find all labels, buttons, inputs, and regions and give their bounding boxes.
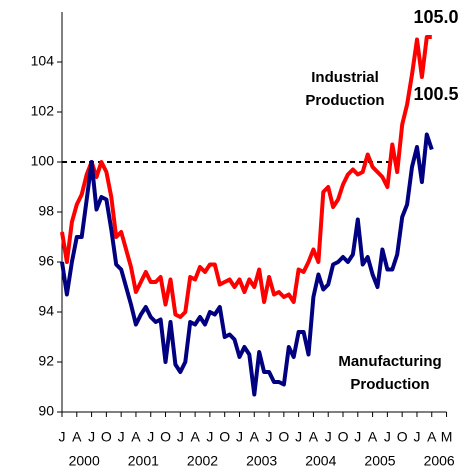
y-tick-label: 94 xyxy=(38,303,54,319)
x-tick-label: J xyxy=(118,429,125,445)
x-tick-label: A xyxy=(131,429,141,445)
x-tick-label: O xyxy=(101,429,112,445)
series-annotation: Production xyxy=(350,376,429,393)
x-tick-label: J xyxy=(354,429,361,445)
series-line xyxy=(60,35,432,319)
series-annotation: Production xyxy=(305,92,384,109)
year-label: 2004 xyxy=(305,453,336,469)
year-label: 2001 xyxy=(128,453,159,469)
series-annotation: Manufacturing xyxy=(338,353,441,370)
year-label: 2003 xyxy=(246,453,277,469)
series-annotation: Industrial xyxy=(311,69,379,86)
x-tick-label: O xyxy=(397,429,408,445)
x-tick-label: J xyxy=(413,429,420,445)
x-tick-label: J xyxy=(236,429,243,445)
x-tick-label: M xyxy=(441,429,453,445)
y-tick-label: 100 xyxy=(31,153,55,169)
y-tick-label: 90 xyxy=(38,403,54,419)
x-tick-label: J xyxy=(325,429,332,445)
value-annotation: 100.5 xyxy=(413,84,458,104)
y-tick-label: 98 xyxy=(38,203,54,219)
x-tick-label: A xyxy=(368,429,378,445)
x-tick-label: O xyxy=(219,429,230,445)
x-tick-label: J xyxy=(88,429,95,445)
year-label: 2002 xyxy=(187,453,218,469)
y-tick-label: 104 xyxy=(31,53,55,69)
x-tick-label: O xyxy=(338,429,349,445)
year-label: 2006 xyxy=(424,453,455,469)
value-annotation: 105.0 xyxy=(413,7,458,27)
x-tick-label: A xyxy=(250,429,260,445)
year-label: 2000 xyxy=(69,453,100,469)
x-tick-label: J xyxy=(59,429,66,445)
x-tick-label: A xyxy=(309,429,319,445)
year-label: 2005 xyxy=(364,453,395,469)
y-tick-label: 102 xyxy=(31,103,55,119)
x-tick-label: A xyxy=(427,429,437,445)
x-tick-label: J xyxy=(266,429,273,445)
x-tick-label: J xyxy=(295,429,302,445)
series-line xyxy=(60,132,434,397)
x-tick-label: A xyxy=(72,429,82,445)
x-tick-label: O xyxy=(160,429,171,445)
y-tick-label: 96 xyxy=(38,253,54,269)
y-tick-label: 92 xyxy=(38,353,54,369)
x-tick-label: A xyxy=(190,429,200,445)
x-tick-label: J xyxy=(147,429,154,445)
x-tick-label: J xyxy=(384,429,391,445)
x-tick-label: J xyxy=(177,429,184,445)
x-tick-label: J xyxy=(206,429,213,445)
x-tick-label: O xyxy=(278,429,289,445)
